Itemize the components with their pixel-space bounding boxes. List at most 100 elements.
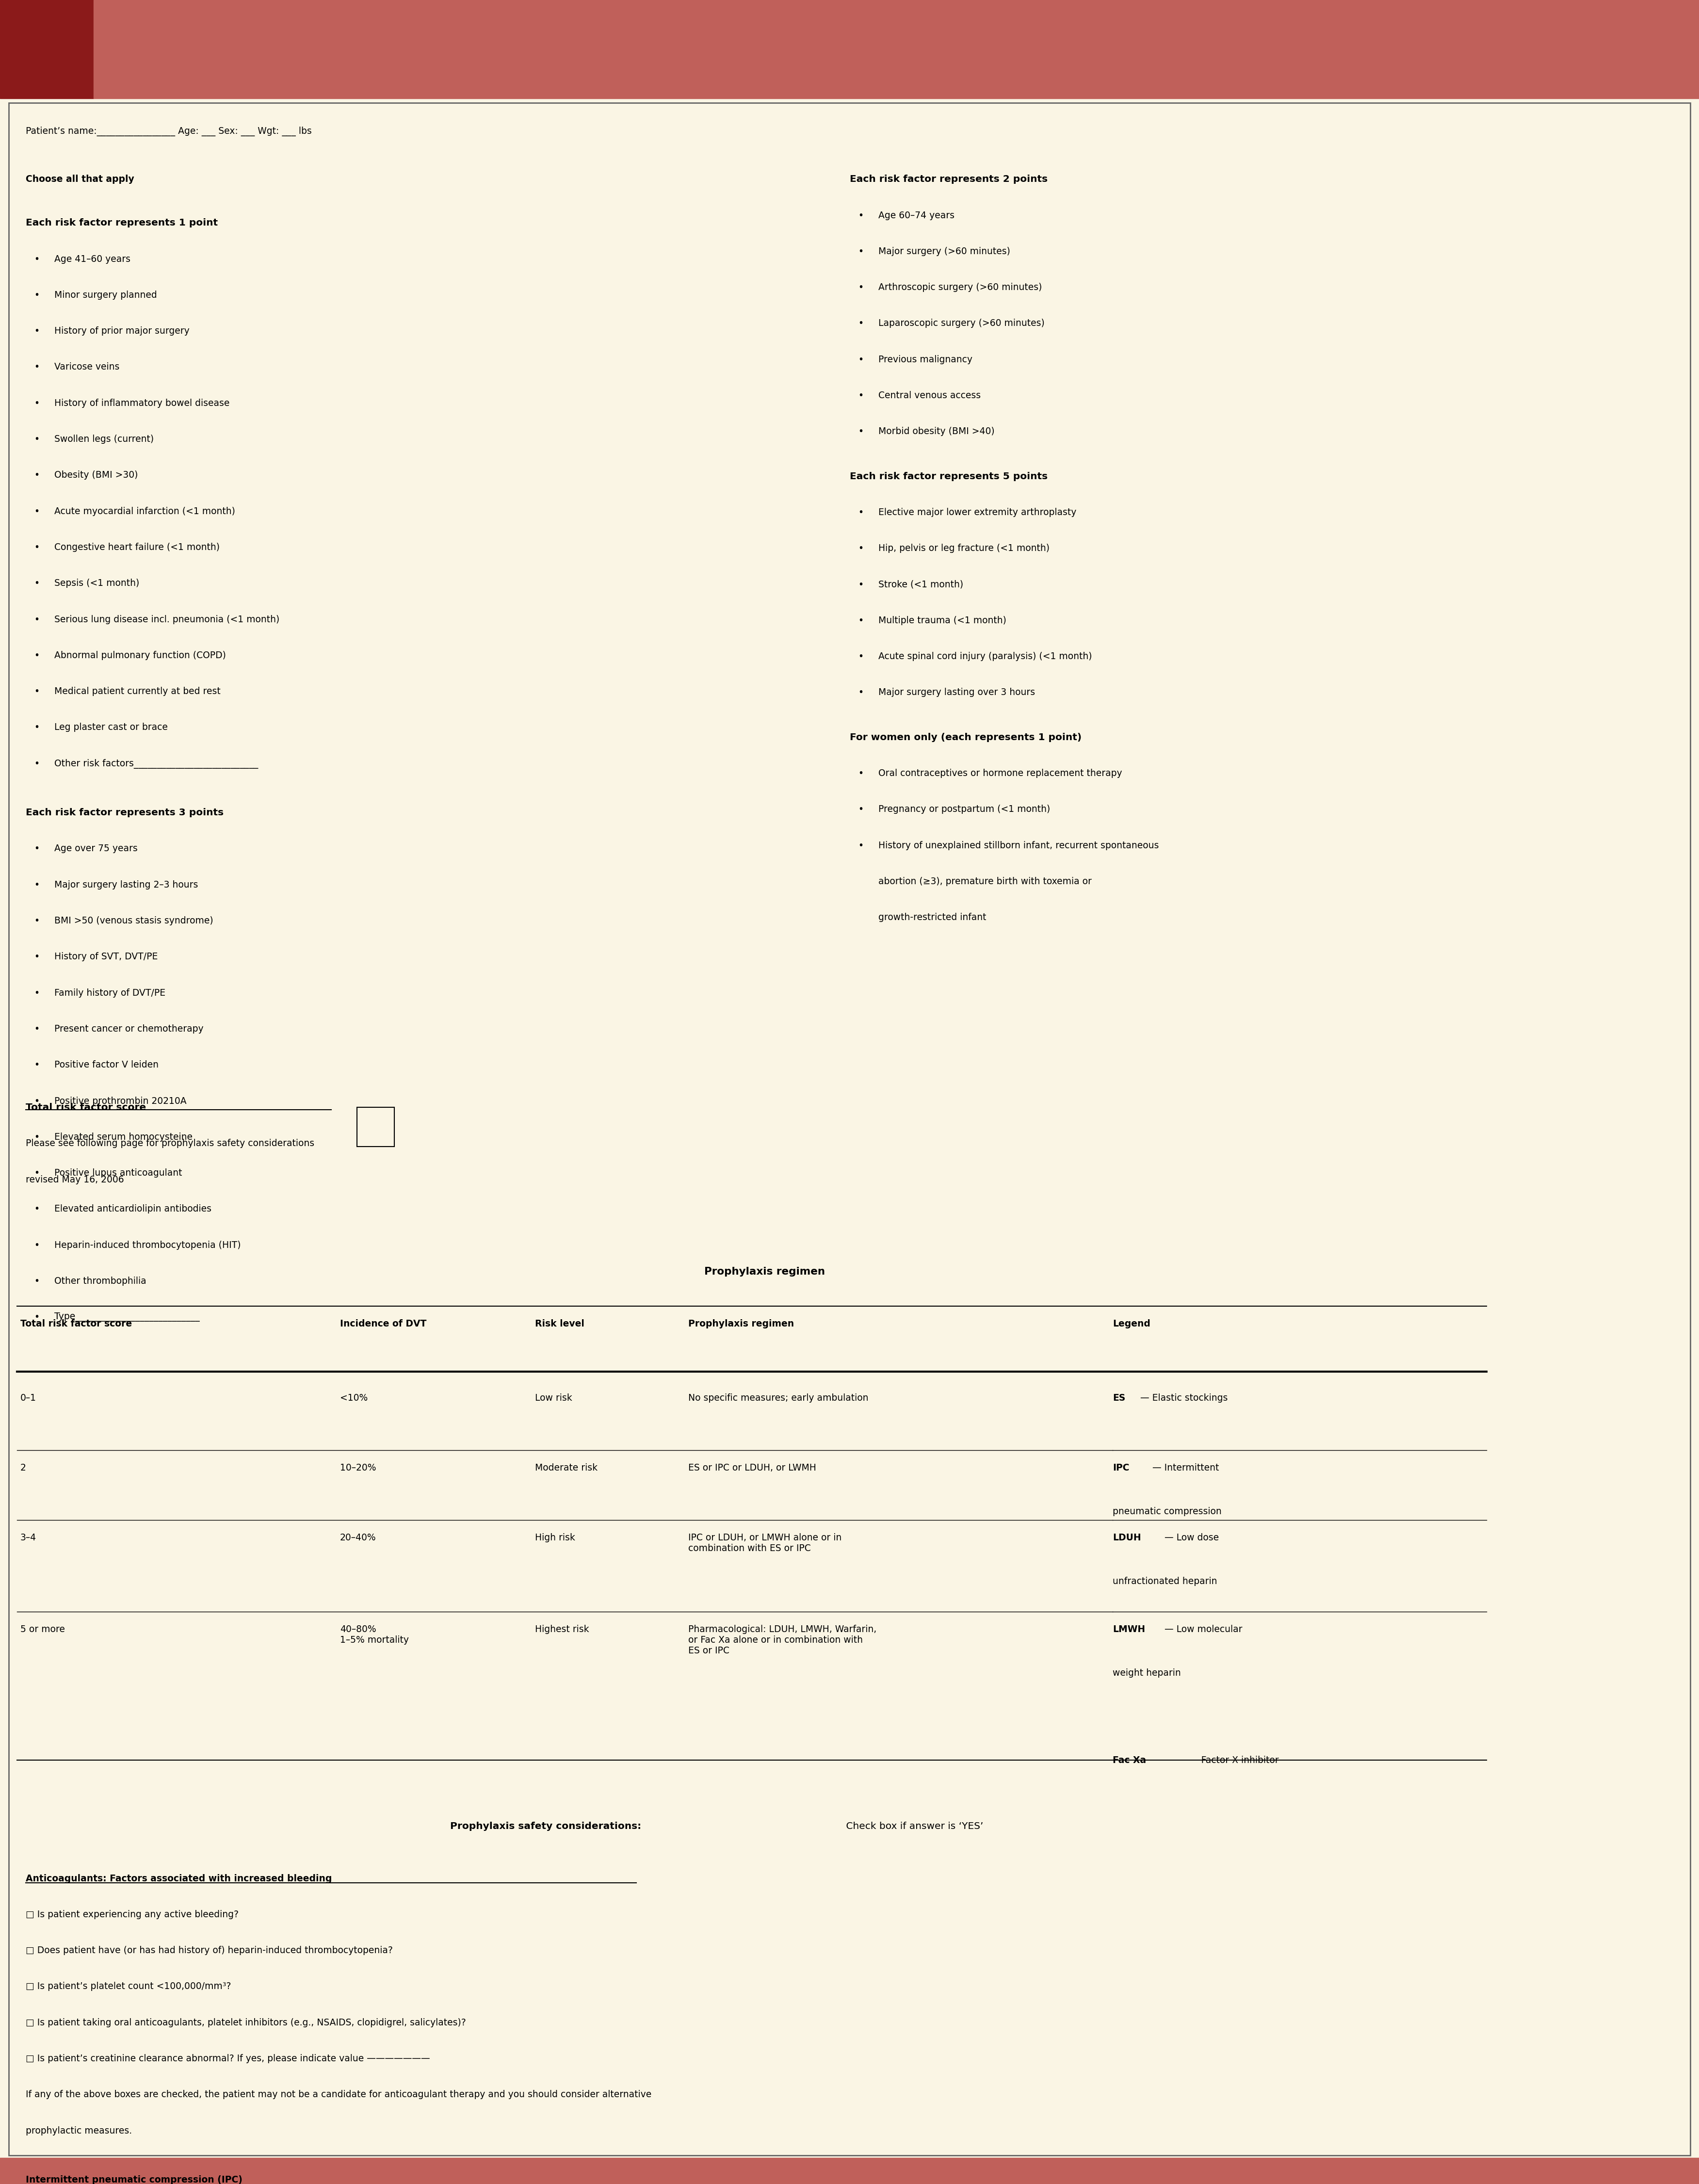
Text: •: • <box>34 987 39 998</box>
Text: Obesity (BMI >30): Obesity (BMI >30) <box>54 470 138 480</box>
Text: Each risk factor represents 1 point: Each risk factor represents 1 point <box>25 218 217 227</box>
Text: •: • <box>858 841 863 850</box>
Text: LMWH: LMWH <box>1113 1625 1145 1634</box>
Text: •: • <box>858 426 863 437</box>
Text: History of unexplained stillborn infant, recurrent spontaneous: History of unexplained stillborn infant,… <box>878 841 1159 850</box>
Text: Varicose veins: Varicose veins <box>54 363 119 371</box>
Text: 5 or more: 5 or more <box>20 1625 65 1634</box>
Text: Minor surgery planned: Minor surgery planned <box>54 290 156 299</box>
Text: •: • <box>858 391 863 400</box>
Text: Laparoscopic surgery (>60 minutes): Laparoscopic surgery (>60 minutes) <box>878 319 1045 328</box>
Bar <box>357 1107 394 1147</box>
Text: 40–80%
1–5% mortality: 40–80% 1–5% mortality <box>340 1625 409 1645</box>
Text: •: • <box>34 723 39 732</box>
Text: Central venous access: Central venous access <box>878 391 980 400</box>
Text: Each risk factor represents 2 points: Each risk factor represents 2 points <box>850 175 1048 183</box>
Text: •: • <box>34 363 39 371</box>
Text: •: • <box>34 435 39 443</box>
Text: Abnormal pulmonary function (COPD): Abnormal pulmonary function (COPD) <box>54 651 226 660</box>
Text: IPC: IPC <box>1113 1463 1130 1472</box>
Text: — Factor X inhibitor: — Factor X inhibitor <box>1186 1756 1279 1765</box>
Text: Total risk factor score: Total risk factor score <box>20 1319 133 1328</box>
Text: Prophylaxis regimen: Prophylaxis regimen <box>688 1319 793 1328</box>
Text: Legend: Legend <box>1113 1319 1150 1328</box>
Text: Acute myocardial infarction (<1 month): Acute myocardial infarction (<1 month) <box>54 507 234 515</box>
Text: unfractionated heparin: unfractionated heparin <box>1113 1577 1218 1586</box>
Text: Major surgery (>60 minutes): Major surgery (>60 minutes) <box>878 247 1011 256</box>
Text: •: • <box>858 354 863 365</box>
Text: Age 41–60 years: Age 41–60 years <box>54 256 131 264</box>
Text: Intermittent pneumatic compression (IPC): Intermittent pneumatic compression (IPC) <box>25 2175 243 2184</box>
Text: growth-restricted infant: growth-restricted infant <box>878 913 987 922</box>
Text: 0–1: 0–1 <box>20 1393 36 1402</box>
Text: Fac Xa: Fac Xa <box>1113 1756 1147 1765</box>
Text: •: • <box>34 758 39 769</box>
Text: □ Is patient’s platelet count <100,000/mm³?: □ Is patient’s platelet count <100,000/m… <box>25 1983 231 1992</box>
Text: pneumatic compression: pneumatic compression <box>1113 1507 1222 1516</box>
Text: Oral contraceptives or hormone replacement therapy: Oral contraceptives or hormone replaceme… <box>878 769 1121 778</box>
Text: Hip, pelvis or leg fracture (<1 month): Hip, pelvis or leg fracture (<1 month) <box>878 544 1050 553</box>
Text: History of SVT, DVT/PE: History of SVT, DVT/PE <box>54 952 158 961</box>
Text: 10–20%: 10–20% <box>340 1463 375 1472</box>
Text: Risk level: Risk level <box>535 1319 584 1328</box>
Text: Stroke (<1 month): Stroke (<1 month) <box>878 579 963 590</box>
Text: For women only (each represents 1 point): For women only (each represents 1 point) <box>850 732 1081 743</box>
Text: Pregnancy or postpartum (<1 month): Pregnancy or postpartum (<1 month) <box>878 804 1050 815</box>
Text: Each risk factor represents 5 points: Each risk factor represents 5 points <box>850 472 1048 480</box>
Text: Incidence of DVT: Incidence of DVT <box>340 1319 426 1328</box>
Text: prophylactic measures.: prophylactic measures. <box>25 2127 133 2136</box>
Text: Highest risk: Highest risk <box>535 1625 590 1634</box>
Text: Previous malignancy: Previous malignancy <box>878 354 972 365</box>
Text: Serious lung disease incl. pneumonia (<1 month): Serious lung disease incl. pneumonia (<1… <box>54 614 280 625</box>
Text: Other risk factors___________________________: Other risk factors______________________… <box>54 758 258 769</box>
Text: •: • <box>34 1131 39 1142</box>
Text: •: • <box>858 651 863 662</box>
Text: High risk: High risk <box>535 1533 576 1542</box>
Text: □ Is patient’s creatinine clearance abnormal? If yes, please indicate value ————: □ Is patient’s creatinine clearance abno… <box>25 2053 430 2064</box>
Text: •: • <box>34 1168 39 1177</box>
Text: Family history of DVT/PE: Family history of DVT/PE <box>54 987 165 998</box>
Text: •: • <box>34 579 39 587</box>
Text: •: • <box>34 470 39 480</box>
Text: Check box if answer is ‘YES’: Check box if answer is ‘YES’ <box>843 1821 984 1830</box>
Text: Choose all that apply: Choose all that apply <box>25 175 134 183</box>
Text: IPC or LDUH, or LMWH alone or in
combination with ES or IPC: IPC or LDUH, or LMWH alone or in combina… <box>688 1533 841 1553</box>
Text: abortion (≥3), premature birth with toxemia or: abortion (≥3), premature birth with toxe… <box>878 876 1092 887</box>
Text: No specific measures; early ambulation: No specific measures; early ambulation <box>688 1393 868 1402</box>
Text: — Low dose: — Low dose <box>1162 1533 1220 1542</box>
Text: □ Is patient taking oral anticoagulants, platelet inhibitors (e.g., NSAIDS, clop: □ Is patient taking oral anticoagulants,… <box>25 2018 466 2027</box>
Text: Type___________________________: Type___________________________ <box>54 1313 200 1321</box>
Text: — Low molecular: — Low molecular <box>1162 1625 1242 1634</box>
Text: □ Is patient experiencing any active bleeding?: □ Is patient experiencing any active ble… <box>25 1909 238 1920</box>
Bar <box>0 2158 1699 2184</box>
Text: Pharmacological: LDUH, LMWH, Warfarin,
or Fac Xa alone or in combination with
ES: Pharmacological: LDUH, LMWH, Warfarin, o… <box>688 1625 877 1655</box>
Text: Leg plaster cast or brace: Leg plaster cast or brace <box>54 723 168 732</box>
Text: •: • <box>858 688 863 697</box>
Text: Age 60–74 years: Age 60–74 years <box>878 210 955 221</box>
Text: •: • <box>34 507 39 515</box>
Text: ES: ES <box>1113 1393 1125 1402</box>
Text: •: • <box>858 579 863 590</box>
Text: •: • <box>34 290 39 299</box>
Text: Major surgery lasting 2–3 hours: Major surgery lasting 2–3 hours <box>54 880 199 889</box>
Text: •: • <box>34 686 39 697</box>
Text: Positive lupus anticoagulant: Positive lupus anticoagulant <box>54 1168 182 1177</box>
Text: 3–4: 3–4 <box>20 1533 36 1542</box>
Text: •: • <box>34 880 39 889</box>
Text: •: • <box>34 1275 39 1286</box>
Text: weight heparin: weight heparin <box>1113 1669 1181 1677</box>
Text: •: • <box>858 544 863 553</box>
Text: Please see following page for prophylaxis safety considerations: Please see following page for prophylaxi… <box>25 1140 314 1149</box>
Text: •: • <box>858 247 863 256</box>
Text: •: • <box>34 256 39 264</box>
Text: •: • <box>34 325 39 336</box>
Text: •: • <box>34 1313 39 1321</box>
Text: — Intermittent: — Intermittent <box>1150 1463 1220 1472</box>
Text: History of prior major surgery: History of prior major surgery <box>54 325 190 336</box>
Text: Arthroscopic surgery (>60 minutes): Arthroscopic surgery (>60 minutes) <box>878 282 1041 293</box>
Text: Other thrombophilia: Other thrombophilia <box>54 1275 146 1286</box>
Text: Acute spinal cord injury (paralysis) (<1 month): Acute spinal cord injury (paralysis) (<1… <box>878 651 1092 662</box>
Text: •: • <box>34 1203 39 1214</box>
Text: •: • <box>34 915 39 926</box>
Text: •: • <box>34 1096 39 1105</box>
